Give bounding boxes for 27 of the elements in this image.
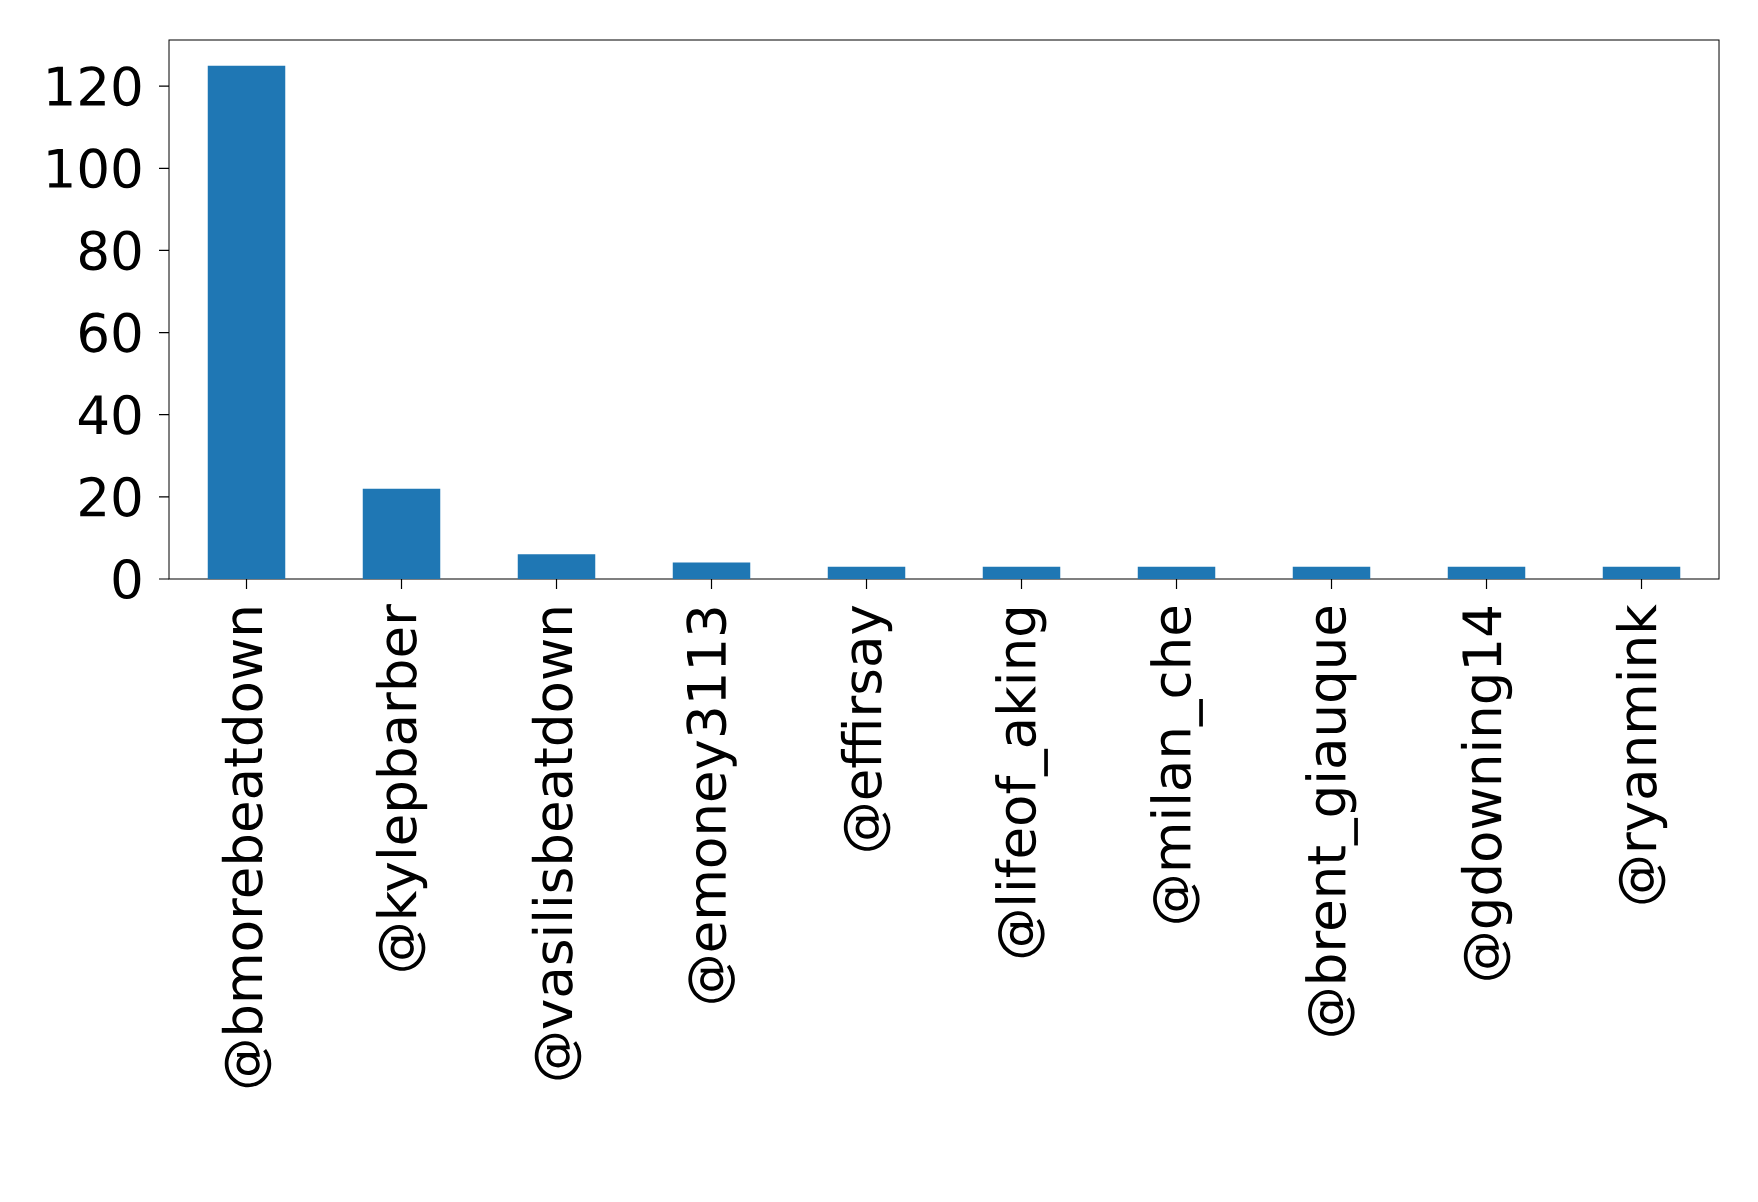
bar (517, 554, 596, 579)
x-tick-label: @vasilisbeatdown (531, 608, 582, 1080)
bar (207, 65, 286, 579)
x-tick-label: @brent_giauque (1305, 606, 1358, 1036)
y-tick-label: 100 (48, 148, 141, 189)
bar (1292, 566, 1371, 579)
x-tick-label: @lifeof_aking (995, 608, 1048, 958)
y-tick-label: 80 (79, 230, 141, 271)
bar (672, 562, 751, 579)
y-tick-label: 40 (78, 394, 141, 435)
x-tick-label: @kylepbarber (375, 604, 428, 971)
bar (362, 488, 441, 579)
x-tick-label: @effirsay (840, 605, 893, 851)
bar (982, 566, 1061, 579)
x-tick-label: @milan_che (1150, 606, 1203, 923)
x-tick-label: @bmorebeatdown (221, 608, 272, 1088)
y-tick-label: 120 (48, 66, 141, 107)
bar (827, 566, 906, 579)
x-tick-label: @gdowning14 (1460, 607, 1513, 980)
y-tick-label: 0 (113, 558, 141, 600)
y-tick-label: 20 (80, 476, 141, 517)
x-tick-label: @emoney3113 (686, 608, 737, 1003)
y-tick-label: 60 (80, 312, 141, 353)
x-tick-label: @ryanmink (1615, 604, 1668, 904)
bar (1137, 566, 1216, 579)
bar (1602, 566, 1681, 579)
bar (1447, 566, 1526, 579)
